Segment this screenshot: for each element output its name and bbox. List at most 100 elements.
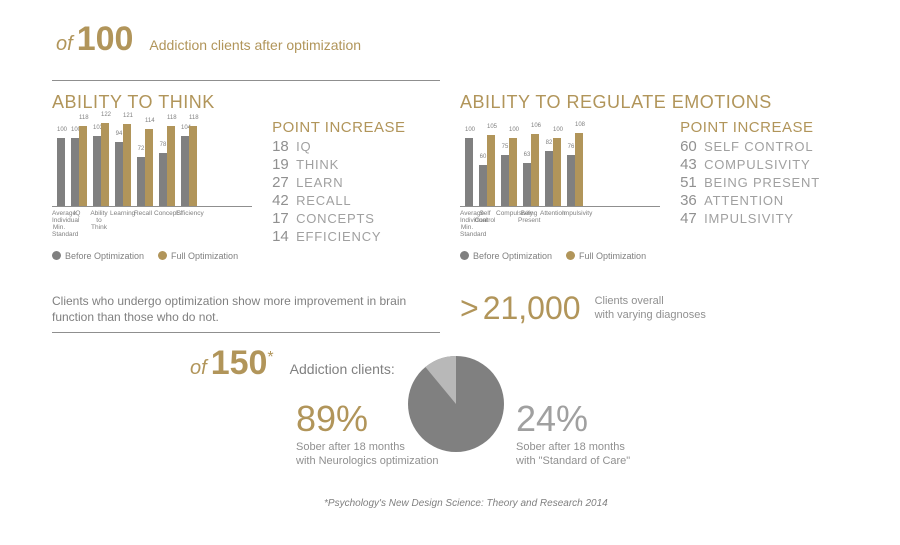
- section-title-emotions: ABILITY TO REGULATE EMOTIONS: [460, 92, 890, 113]
- category-label: Being Present: [518, 210, 540, 239]
- chart-wrap-emotions: 1006010575100631068210076108 Average Ind…: [460, 119, 890, 261]
- bar-chart-emotions: 1006010575100631068210076108 Average Ind…: [460, 119, 660, 261]
- bar-value-label: 105: [487, 124, 495, 130]
- legend-label-after-2: Full Optimization: [579, 251, 646, 261]
- point-number: 42: [272, 192, 296, 209]
- bar-before: 94: [115, 142, 123, 206]
- caption-think: Clients who undergo optimization show mo…: [52, 294, 412, 325]
- point-label: LEARN: [296, 175, 343, 190]
- section-think: ABILITY TO THINK 10010011810312294121721…: [52, 92, 452, 261]
- pct2-value: 24%: [516, 398, 630, 440]
- bar-after: 121: [123, 124, 131, 206]
- bar-group: 82100: [545, 138, 561, 206]
- overall-gt: >: [460, 290, 479, 327]
- point-label: CONCEPTS: [296, 211, 375, 226]
- bar-after: 108: [575, 133, 583, 206]
- bar-value-label: 100: [509, 127, 517, 133]
- bar-before: 76: [567, 155, 575, 206]
- point-row: 19THINK: [272, 156, 405, 173]
- bar-group: 100118: [71, 126, 87, 206]
- header-subtitle: Addiction clients after optimization: [149, 37, 361, 53]
- rule-mid: [52, 332, 440, 333]
- bar-before: 63: [523, 163, 531, 206]
- category-label: Concepts: [154, 210, 176, 239]
- bar-chart-think: 100100118103122941217211478118104118 Ave…: [52, 119, 252, 261]
- bar-after: 122: [101, 123, 109, 206]
- bars-area-think: 100100118103122941217211478118104118: [52, 119, 252, 207]
- legend-before: Before Optimization: [52, 251, 144, 261]
- chart-wrap-think: 100100118103122941217211478118104118 Ave…: [52, 119, 452, 261]
- bar-value-label: 108: [575, 122, 583, 128]
- bar-after: 118: [167, 126, 175, 206]
- bar-value-label: 100: [57, 127, 65, 133]
- overall-stat: > 21,000 Clients overall with varying di…: [460, 290, 706, 327]
- category-label: Average Individual Min. Standard: [460, 210, 474, 239]
- bar-before: 100: [465, 138, 473, 206]
- pct2-line1: Sober after 18 months: [516, 440, 630, 454]
- category-label: Attention: [540, 210, 562, 239]
- category-label: Impulsivity: [562, 210, 584, 239]
- lower-star: *: [267, 349, 273, 367]
- point-label: BEING PRESENT: [704, 175, 820, 190]
- point-label: ATTENTION: [704, 193, 784, 208]
- bars-area-emotions: 1006010575100631068210076108: [460, 119, 660, 207]
- bar-value-label: 121: [123, 113, 131, 119]
- bar-before: 60: [479, 165, 487, 206]
- bar-before: 103: [93, 136, 101, 206]
- point-number: 18: [272, 138, 296, 155]
- legend-think: Before Optimization Full Optimization: [52, 251, 252, 261]
- point-label: THINK: [296, 157, 339, 172]
- point-number: 47: [680, 210, 704, 227]
- footnote-text: Psychology's New Design Science: Theory …: [328, 498, 608, 509]
- bar-group: 104118: [181, 126, 197, 206]
- legend-dot-before-2: [460, 251, 469, 260]
- category-label: Compulsivity: [496, 210, 518, 239]
- bar-before: 100: [57, 138, 65, 206]
- bar-group: 103122: [93, 123, 109, 206]
- bar-value-label: 63: [523, 152, 531, 158]
- point-label: EFFICIENCY: [296, 229, 381, 244]
- category-label: Average Individual Min. Standard: [52, 210, 66, 239]
- point-number: 27: [272, 174, 296, 191]
- point-label: IQ: [296, 139, 311, 154]
- point-label: IMPULSIVITY: [704, 211, 794, 226]
- section-emotions: ABILITY TO REGULATE EMOTIONS 10060105751…: [460, 92, 890, 261]
- bar-after: 105: [487, 135, 495, 206]
- footnote: *Psychology's New Design Science: Theory…: [324, 498, 608, 509]
- bar-after: 100: [509, 138, 517, 206]
- bar-before: 100: [71, 138, 79, 206]
- header-stat: of 100 Addiction clients after optimizat…: [56, 20, 361, 59]
- lower-header: of 150 * Addiction clients:: [190, 344, 395, 383]
- legend-dot-after-2: [566, 251, 575, 260]
- point-row: 18IQ: [272, 138, 405, 155]
- rule-top: [52, 80, 440, 81]
- pct-1: 89% Sober after 18 months with Neurologi…: [296, 398, 438, 469]
- point-number: 17: [272, 210, 296, 227]
- bar-before: 78: [159, 153, 167, 206]
- point-number: 14: [272, 228, 296, 245]
- bar-after: 118: [79, 126, 87, 206]
- bar-value-label: 75: [501, 144, 509, 150]
- bar-group: 63106: [523, 134, 539, 206]
- points-title-emotions: POINT INCREASE: [680, 119, 820, 136]
- point-row: 36ATTENTION: [680, 192, 820, 209]
- section-title-think: ABILITY TO THINK: [52, 92, 452, 113]
- bar-value-label: 104: [181, 125, 189, 131]
- point-label: SELF CONTROL: [704, 139, 813, 154]
- bar-group: 72114: [137, 129, 153, 206]
- bar-value-label: 118: [79, 115, 87, 121]
- bar-value-label: 78: [159, 142, 167, 148]
- point-row: 17CONCEPTS: [272, 210, 405, 227]
- legend-after-2: Full Optimization: [566, 251, 646, 261]
- bar-group: 78118: [159, 126, 175, 206]
- bar-value-label: 72: [137, 146, 145, 152]
- points-title-think: POINT INCREASE: [272, 119, 405, 136]
- bar-value-label: 103: [93, 125, 101, 131]
- labels-row-think: Average Individual Min. StandardIQAbilit…: [52, 210, 252, 239]
- bar-value-label: 118: [167, 115, 175, 121]
- legend-emotions: Before Optimization Full Optimization: [460, 251, 660, 261]
- bar-value-label: 100: [553, 127, 561, 133]
- overall-sub1: Clients overall: [595, 295, 706, 308]
- legend-label-before-2: Before Optimization: [473, 251, 552, 261]
- category-label: Ability to Think: [88, 210, 110, 239]
